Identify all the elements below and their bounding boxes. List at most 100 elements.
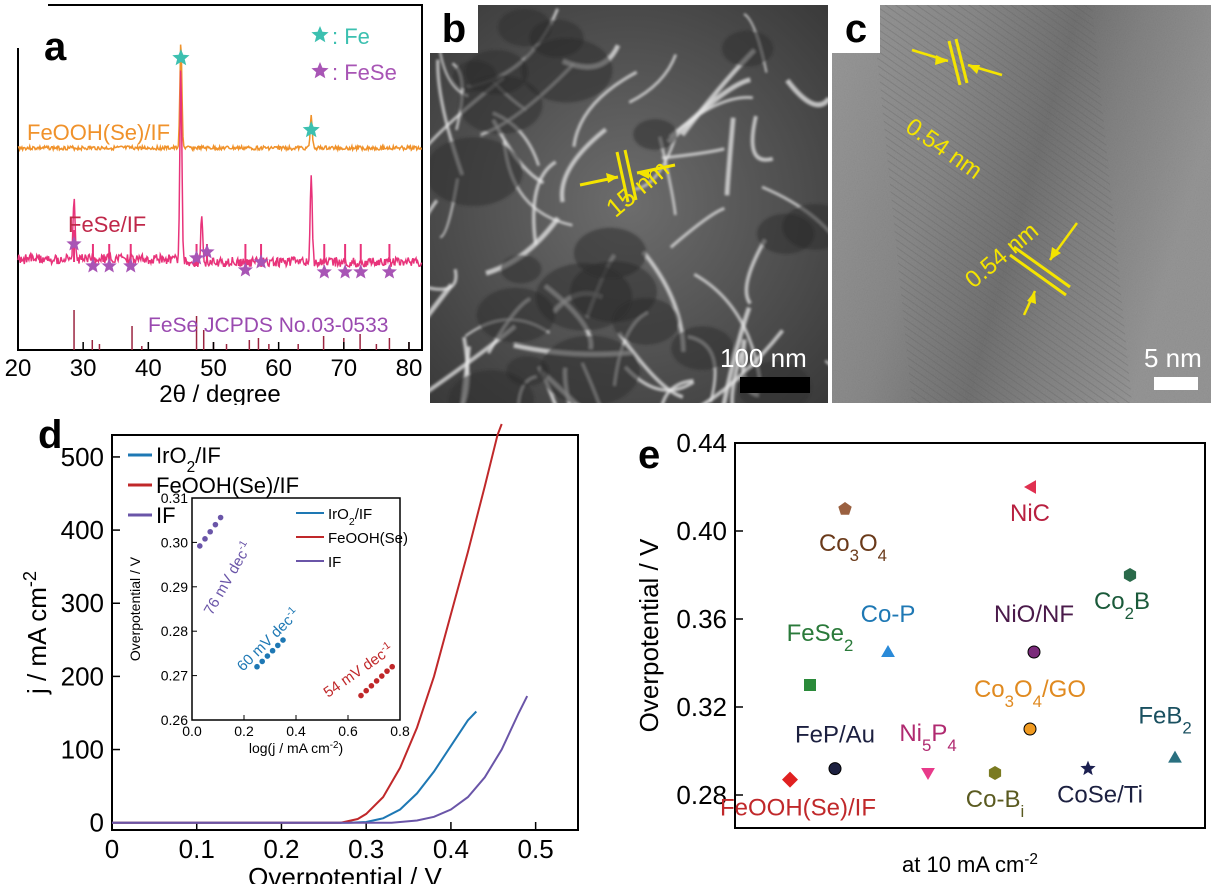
legend-label: : Fe <box>332 24 370 49</box>
nanosheet-edge <box>430 283 454 317</box>
label-nic: NiC <box>1010 500 1050 527</box>
fese-peak-marker <box>237 262 253 277</box>
inset-y-tick-label: 0.26 <box>161 712 188 728</box>
x-tick-label: 70 <box>330 355 357 382</box>
y-tick-label: 400 <box>61 515 104 545</box>
legend-label: FeOOH(Se)/IF <box>156 473 299 498</box>
label-feb2: FeB2 <box>1138 703 1191 738</box>
nanosheet-edge <box>460 346 471 403</box>
y-tick-label: 0 <box>90 808 104 838</box>
x-tick-label: 0.2 <box>263 834 299 864</box>
hrtem-micrograph <box>832 5 1211 403</box>
label-feooh-se-if: FeOOH(Se)/IF <box>720 795 876 822</box>
inset-x-axis-label: log(j / mA cm-2) <box>249 740 343 757</box>
nanosheet-edge <box>721 306 752 403</box>
trace-label: FeSe/IF <box>68 212 146 237</box>
marker-fep-au <box>828 762 842 776</box>
inset-y-tick-label: 0.31 <box>161 490 188 506</box>
plot-frame <box>111 434 579 831</box>
marker-ni5p4 <box>921 768 935 780</box>
x-tick-label: 0.1 <box>179 834 215 864</box>
pore <box>500 254 542 284</box>
panel-e-label: e <box>638 433 660 477</box>
panel-c-label: c <box>832 5 880 53</box>
x-tick-label: 60 <box>265 355 292 382</box>
inset-data-point <box>280 637 286 643</box>
label-co2b: Co2B <box>1094 588 1150 623</box>
label-fese2: FeSe2 <box>787 620 854 655</box>
nanosheet-edge <box>661 147 725 160</box>
inset-y-tick-label: 0.28 <box>161 623 188 639</box>
inset-data-point <box>264 653 271 659</box>
marker-feb2 <box>1168 750 1182 763</box>
nanosheet-edge <box>634 138 677 191</box>
label-co3o4: Co3O4 <box>819 530 887 565</box>
inset-data-point <box>379 673 385 679</box>
label-co-p: Co-P <box>861 601 916 628</box>
nanosheet-edge <box>744 238 767 305</box>
marker-co3o4-go <box>1023 722 1037 736</box>
legend-label: IrO2/IF <box>156 443 221 476</box>
inset-data-point <box>217 514 224 521</box>
nanosheet-edge <box>430 199 439 214</box>
panel-c-hrtem-image: c 0.54 nm 0.54 nm 5 nm <box>832 5 1211 403</box>
fese-peak-marker <box>85 258 101 273</box>
nanosheet-edge <box>485 216 561 276</box>
y-axis-label: j / mA cm-2 <box>20 571 52 695</box>
fese-peak-marker <box>199 244 215 259</box>
plot-frame <box>734 442 1206 829</box>
fese-peak-marker <box>337 264 353 279</box>
scale-bar-label: 100 nm <box>720 343 807 373</box>
x-tick-label: 0 <box>105 834 119 864</box>
marker-fese2 <box>804 679 816 691</box>
inset-y-tick-label: 0.29 <box>161 579 188 595</box>
inset-x-tick-label: 0.2 <box>234 723 254 739</box>
pore <box>464 50 529 95</box>
panel-b-label: b <box>430 5 478 53</box>
y-tick-label: 0.40 <box>676 516 727 546</box>
pore <box>476 287 555 343</box>
xrd-trace-feooh-se <box>17 44 423 153</box>
pore <box>573 227 647 279</box>
nanosheet-edge <box>724 117 736 196</box>
fese-peak-marker <box>316 264 332 279</box>
nanosheet-edge <box>572 70 638 147</box>
inset-legend-label: FeOOH(Se) <box>328 530 408 547</box>
fe-peak-marker <box>172 49 190 66</box>
nanosheet-edge <box>617 331 684 399</box>
label-co3o4-go: Co3O4/GO <box>974 676 1086 711</box>
inset-x-tick-label: 0.6 <box>338 723 358 739</box>
pore <box>633 119 678 150</box>
scale-bar <box>740 377 810 393</box>
marker-cose-ti <box>1080 760 1096 776</box>
x-tick-label: 0.3 <box>348 834 384 864</box>
pore <box>612 298 680 345</box>
inset-data-point <box>358 692 364 699</box>
x-axis-label: at 10 mA cm-2 <box>902 851 1038 878</box>
legend-label: IF <box>156 503 176 528</box>
nanosheet-edge <box>730 352 744 403</box>
inset-y-tick-label: 0.27 <box>161 668 188 684</box>
label-nio-nf: NiO/NF <box>994 601 1074 628</box>
inset-x-tick-label: 0.0 <box>182 723 202 739</box>
legend-label: : FeSe <box>332 60 397 85</box>
inset-data-point <box>384 668 390 674</box>
label-co-bi: Co-Bi <box>966 786 1024 821</box>
inset-data-point <box>275 642 281 649</box>
x-axis-label: Overpotential / V <box>248 862 442 884</box>
legend-star <box>311 26 329 43</box>
inset-data-point <box>363 687 370 694</box>
nanosheet-edge <box>532 160 557 245</box>
inset-x-tick-label: 0.4 <box>286 723 306 739</box>
panel-d-label: d <box>38 413 62 457</box>
y-tick-label: 0.28 <box>676 780 727 810</box>
inset-data-point <box>212 521 219 528</box>
inset-legend-label: IrO2/IF <box>328 506 372 528</box>
scale-bar-label: 5 nm <box>1144 343 1202 373</box>
fese-peak-marker <box>188 250 205 265</box>
panel-label-bg <box>0 0 48 48</box>
nanosheet-edge <box>750 115 774 162</box>
y-tick-label: 0.32 <box>676 692 727 722</box>
marker-co-p <box>881 645 895 657</box>
comparison-chart: e 0.28 0.32 0.36 0.40 0.44 Overpotential / V at… <box>634 428 1206 878</box>
